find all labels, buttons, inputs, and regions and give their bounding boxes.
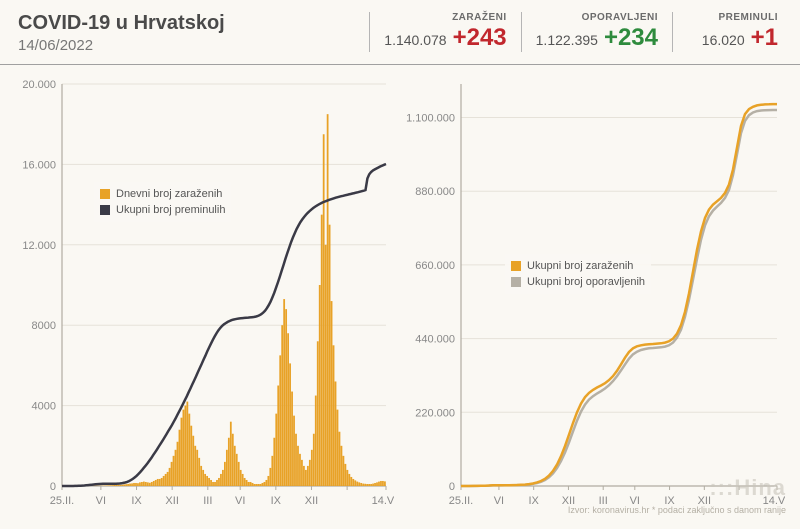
page-title: COVID-19 u Hrvatskoj [18,12,369,35]
stat-label: PREMINULI [687,12,778,23]
svg-text:880.000: 880.000 [415,186,455,198]
svg-text:4000: 4000 [32,401,56,413]
svg-text:12.000: 12.000 [22,240,56,252]
svg-text:20.000: 20.000 [22,79,56,91]
legend-label: Ukupni broj preminulih [116,202,225,218]
legend-label: Ukupni broj oporavljenih [527,274,645,290]
svg-text:14.VI.: 14.VI. [372,495,394,507]
legend-swatch [100,189,110,199]
svg-text:25.II.: 25.II. [50,495,74,507]
svg-text:0: 0 [50,481,56,493]
watermark: :::Hina [709,475,786,501]
legend-label: Dnevni broj zaraženih [116,186,222,202]
stat-label: OPORAVLJENI [536,12,658,23]
stat-preminuli: PREMINULI 16.020 +1 [672,12,782,52]
legend-swatch [511,261,521,271]
stat-oporavljeni: OPORAVLJENI 1.122.395 +234 [521,12,672,52]
svg-text:IX: IX [528,495,539,507]
svg-text:220.000: 220.000 [415,407,455,419]
chart-right: 0 220.000 440.000 660.000 880.000 1.100.000 25… [405,74,786,515]
svg-text:XII: XII [165,495,178,507]
stat-delta: +243 [453,24,507,52]
svg-text:440.000: 440.000 [415,334,455,346]
svg-text:IX: IX [131,495,142,507]
stat-delta: +1 [751,24,778,52]
stat-delta: +234 [604,24,658,52]
svg-text:660.000: 660.000 [415,260,455,272]
svg-text:0: 0 [449,481,455,493]
svg-text:XII: XII [305,495,318,507]
page-date: 14/06/2022 [18,37,369,54]
legend: Dnevni broj zaraženihUkupni broj preminu… [94,182,231,222]
stat-total: 1.122.395 [536,32,598,48]
header: COVID-19 u Hrvatskoj 14/06/2022 ZARAŽENI… [0,0,800,65]
legend: Ukupni broj zaraženihUkupni broj oporavl… [505,254,651,294]
stat-total: 16.020 [702,32,745,48]
svg-text:VI: VI [235,495,245,507]
source-note: Izvor: koronavirus.hr * podaci zaključno… [568,505,786,515]
stats: ZARAŽENI 1.140.078 +243 OPORAVLJENI 1.12… [369,12,782,52]
stat-zaraženi: ZARAŽENI 1.140.078 +243 [369,12,520,52]
charts: 0 4000 8000 12.000 16.000 20.000 25.II. VI IX XII… [0,66,800,529]
svg-text:VI: VI [96,495,106,507]
chart-left: 0 4000 8000 12.000 16.000 20.000 25.II. VI IX XII… [14,74,395,515]
svg-text:8000: 8000 [32,320,56,332]
stat-label: ZARAŽENI [384,12,506,23]
legend-swatch [100,205,110,215]
svg-text:16.000: 16.000 [22,159,56,171]
legend-label: Ukupni broj zaraženih [527,258,633,274]
svg-text:VI: VI [494,495,504,507]
svg-text:III: III [203,495,212,507]
svg-text:IX: IX [271,495,282,507]
svg-text:25.II.: 25.II. [449,495,473,507]
title-block: COVID-19 u Hrvatskoj 14/06/2022 [18,12,369,54]
stat-total: 1.140.078 [384,32,446,48]
svg-text:1.100.000: 1.100.000 [406,113,455,125]
legend-swatch [511,277,521,287]
